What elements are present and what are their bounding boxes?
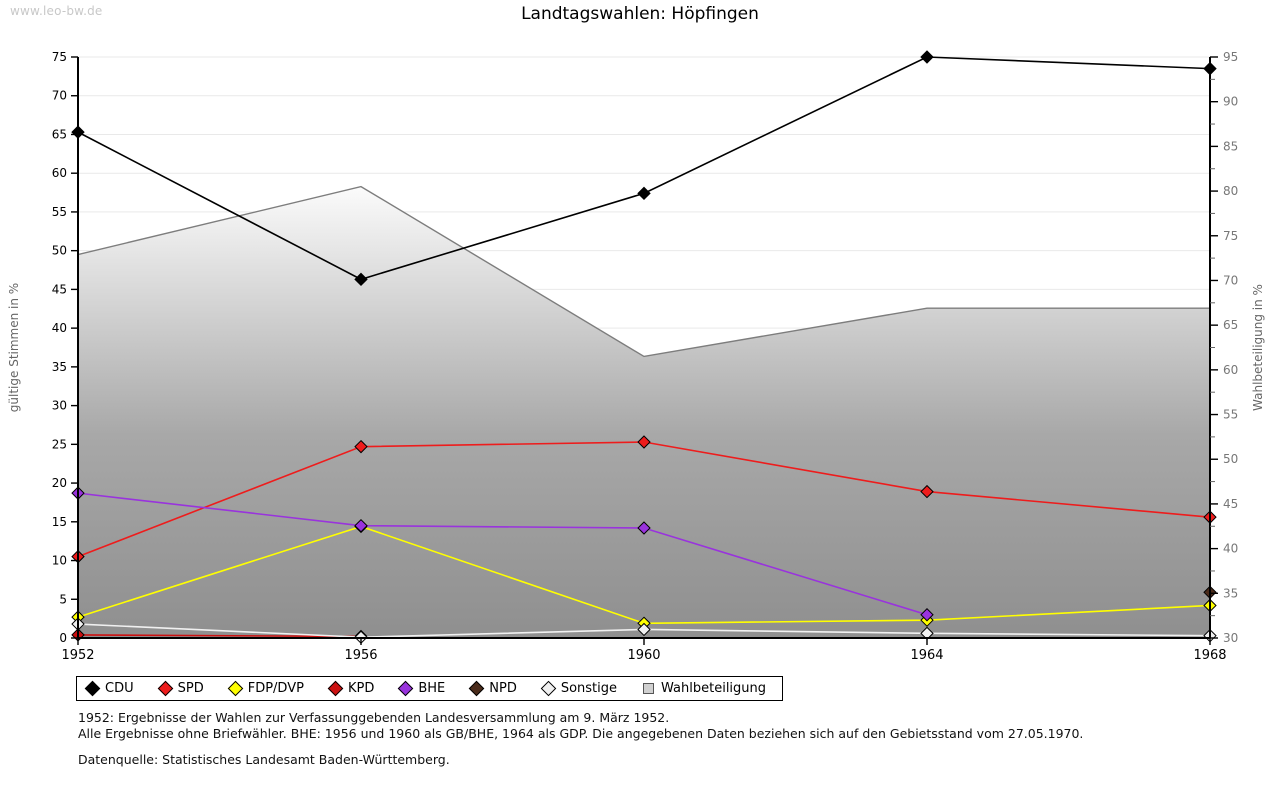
tick-label-left: 50 — [52, 244, 67, 258]
footnote-line-2: Alle Ergebnisse ohne Briefwähler. BHE: 1… — [78, 726, 1084, 741]
tick-label-left: 55 — [52, 205, 67, 219]
legend-diamond-icon — [227, 680, 243, 697]
tick-label-right: 95 — [1223, 50, 1238, 64]
tick-label-right: 50 — [1223, 452, 1238, 466]
data-point-spd[interactable] — [637, 435, 651, 449]
tick-label-x: 1952 — [61, 648, 94, 663]
tick-label-right: 80 — [1223, 184, 1238, 198]
data-source-note: Datenquelle: Statistisches Landesamt Bad… — [78, 752, 450, 767]
tick-label-right: 35 — [1223, 586, 1238, 600]
tick-label-right: 90 — [1223, 95, 1238, 109]
legend-item-sonstige[interactable]: Sonstige — [540, 680, 618, 697]
tick-label-left: 20 — [52, 476, 67, 490]
tick-label-left: 35 — [52, 360, 67, 374]
tick-label-left: 5 — [59, 592, 67, 606]
footnote-block: 1952: Ergebnisse der Wahlen zur Verfassu… — [78, 710, 1083, 742]
legend-item-spd[interactable]: SPD — [157, 680, 204, 697]
axis-title-right: Wahlbeteiligung in % — [1251, 284, 1265, 411]
legend-label: BHE — [418, 681, 446, 696]
tick-label-right: 65 — [1223, 318, 1238, 332]
legend-item-cdu[interactable]: CDU — [84, 680, 134, 697]
data-point-spd[interactable] — [920, 484, 934, 499]
data-point-bhe[interactable] — [920, 608, 934, 622]
data-point-bhe[interactable] — [354, 518, 368, 533]
wahlbeteiligung-line — [77, 185, 1210, 358]
footnote-line-1: 1952: Ergebnisse der Wahlen zur Verfassu… — [78, 710, 670, 725]
data-point-spd[interactable] — [354, 439, 368, 454]
tick-label-left: 25 — [52, 437, 67, 451]
tick-label-left: 10 — [52, 554, 67, 568]
tick-label-x: 1964 — [910, 648, 943, 663]
legend-diamond-icon — [327, 680, 344, 697]
tick-label-left: 45 — [52, 282, 67, 296]
tick-label-right: 45 — [1223, 497, 1238, 511]
legend-label: CDU — [105, 681, 134, 696]
tick-label-x: 1956 — [344, 648, 377, 663]
data-point-sonstige[interactable] — [637, 622, 651, 637]
tick-label-right: 40 — [1223, 542, 1238, 556]
legend-item-fdp-dvp[interactable]: FDP/DVP — [227, 680, 304, 697]
data-point-bhe[interactable] — [637, 521, 651, 535]
data-point-cdu[interactable] — [637, 186, 651, 201]
page-title: Landtagswahlen: Höpfingen — [521, 4, 759, 24]
tick-label-right: 30 — [1223, 631, 1238, 645]
legend-item-npd[interactable]: NPD — [468, 680, 517, 697]
tick-label-x: 1960 — [627, 648, 660, 663]
tick-label-left: 60 — [52, 166, 67, 180]
tick-label-right: 85 — [1223, 139, 1238, 153]
legend-diamond-icon — [84, 680, 101, 697]
tick-label-left: 0 — [59, 631, 67, 645]
tick-label-right: 70 — [1223, 273, 1238, 287]
series-line-bhe — [77, 492, 928, 616]
tick-label-left: 30 — [52, 399, 67, 413]
legend-label: NPD — [489, 681, 517, 696]
chart-legend: CDU SPD FDP/DVP KPD BHE NPD Sonstige Wahlbeteil… — [76, 676, 784, 701]
legend-label: KPD — [347, 681, 375, 696]
legend-diamond-icon — [468, 680, 485, 697]
tick-label-left: 65 — [52, 127, 67, 141]
tick-label-left: 40 — [52, 321, 67, 335]
legend-label: FDP/DVP — [247, 681, 304, 696]
tick-label-left: 75 — [52, 50, 67, 64]
legend-label: SPD — [177, 681, 204, 696]
legend-diamond-icon — [540, 680, 557, 697]
legend-diamond-icon — [157, 680, 173, 697]
legend-item-kpd[interactable]: KPD — [327, 680, 375, 697]
tick-label-x: 1968 — [1193, 648, 1226, 663]
tick-label-left: 15 — [52, 515, 67, 529]
tick-label-left: 70 — [52, 89, 67, 103]
data-point-cdu[interactable] — [354, 272, 368, 287]
legend-label: Sonstige — [560, 681, 618, 696]
tick-label-right: 55 — [1223, 408, 1238, 422]
legend-square-icon — [643, 683, 655, 694]
tick-label-right: 75 — [1223, 229, 1238, 243]
tick-label-right: 60 — [1223, 363, 1238, 377]
data-point-cdu[interactable] — [920, 50, 934, 64]
series-line-kpd — [77, 634, 362, 638]
legend-item-bhe[interactable]: BHE — [398, 680, 446, 697]
legend-item-wahlbeteiligung[interactable]: Wahlbeteiligung — [643, 681, 766, 696]
site-watermark: www.leo-bw.de — [10, 4, 103, 18]
legend-diamond-icon — [398, 680, 414, 697]
legend-label: Wahlbeteiligung — [661, 681, 767, 696]
axis-title-left: gültige Stimmen in % — [7, 283, 21, 412]
